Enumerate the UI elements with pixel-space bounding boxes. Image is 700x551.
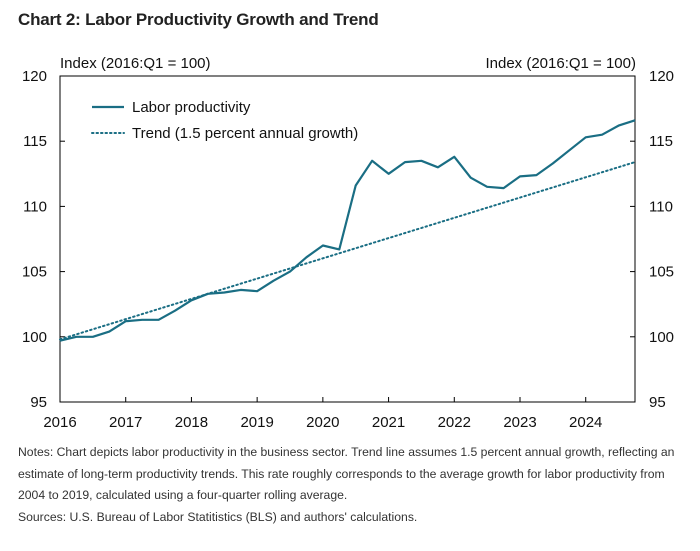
x-tick-label: 2024 <box>569 414 602 431</box>
labor-productivity-line <box>59 119 636 342</box>
x-tick-label: 2023 <box>503 414 536 431</box>
notes-block: Notes: Chart depicts labor productivity … <box>18 442 690 528</box>
legend: Labor productivity Trend (1.5 percent an… <box>91 99 358 142</box>
plot-area-frame <box>59 75 636 403</box>
y-tick-label-right: 100 <box>649 329 674 346</box>
trend-line <box>59 161 636 341</box>
x-axis: 2016 2017 2018 2019 2020 2021 2022 2023 2024 <box>43 397 602 431</box>
y-tick-label-right: 115 <box>649 133 673 150</box>
y-tick-label-right: 95 <box>649 394 666 411</box>
y-tick-label-right: 105 <box>649 264 674 281</box>
left-y-axis: 95 100 105 110 115 120 <box>22 68 65 411</box>
chart-svg: Index (2016:Q1 = 100) Index (2016:Q1 = 1… <box>22 55 674 431</box>
chart-title: Chart 2: Labor Productivity Growth and T… <box>18 10 379 29</box>
x-tick-label: 2019 <box>240 414 273 431</box>
y-tick-label-left: 100 <box>22 329 47 346</box>
legend-label-labor-productivity: Labor productivity <box>132 99 251 116</box>
legend-label-trend: Trend (1.5 percent annual growth) <box>132 125 358 142</box>
series-layer <box>59 119 636 342</box>
notes-text: Notes: Chart depicts labor productivity … <box>18 445 675 502</box>
y-tick-label-left: 105 <box>22 264 47 281</box>
y-tick-label-left: 120 <box>22 68 47 85</box>
right-axis-label: Index (2016:Q1 = 100) <box>485 55 636 72</box>
x-tick-label: 2020 <box>306 414 339 431</box>
sources-text: Sources: U.S. Bureau of Labor Statitisti… <box>18 509 418 524</box>
y-tick-label-left: 95 <box>30 394 47 411</box>
y-tick-label-right: 120 <box>649 68 674 85</box>
y-tick-label-left: 115 <box>23 133 47 150</box>
right-y-axis: 95 100 105 110 115 120 <box>630 68 674 411</box>
x-tick-label: 2021 <box>372 414 405 431</box>
y-tick-label-left: 110 <box>23 198 47 215</box>
x-tick-label: 2018 <box>175 414 208 431</box>
y-tick-label-right: 110 <box>649 198 673 215</box>
x-tick-label: 2017 <box>109 414 142 431</box>
x-tick-label: 2022 <box>438 414 471 431</box>
x-tick-label: 2016 <box>43 414 76 431</box>
left-axis-label: Index (2016:Q1 = 100) <box>60 55 211 72</box>
